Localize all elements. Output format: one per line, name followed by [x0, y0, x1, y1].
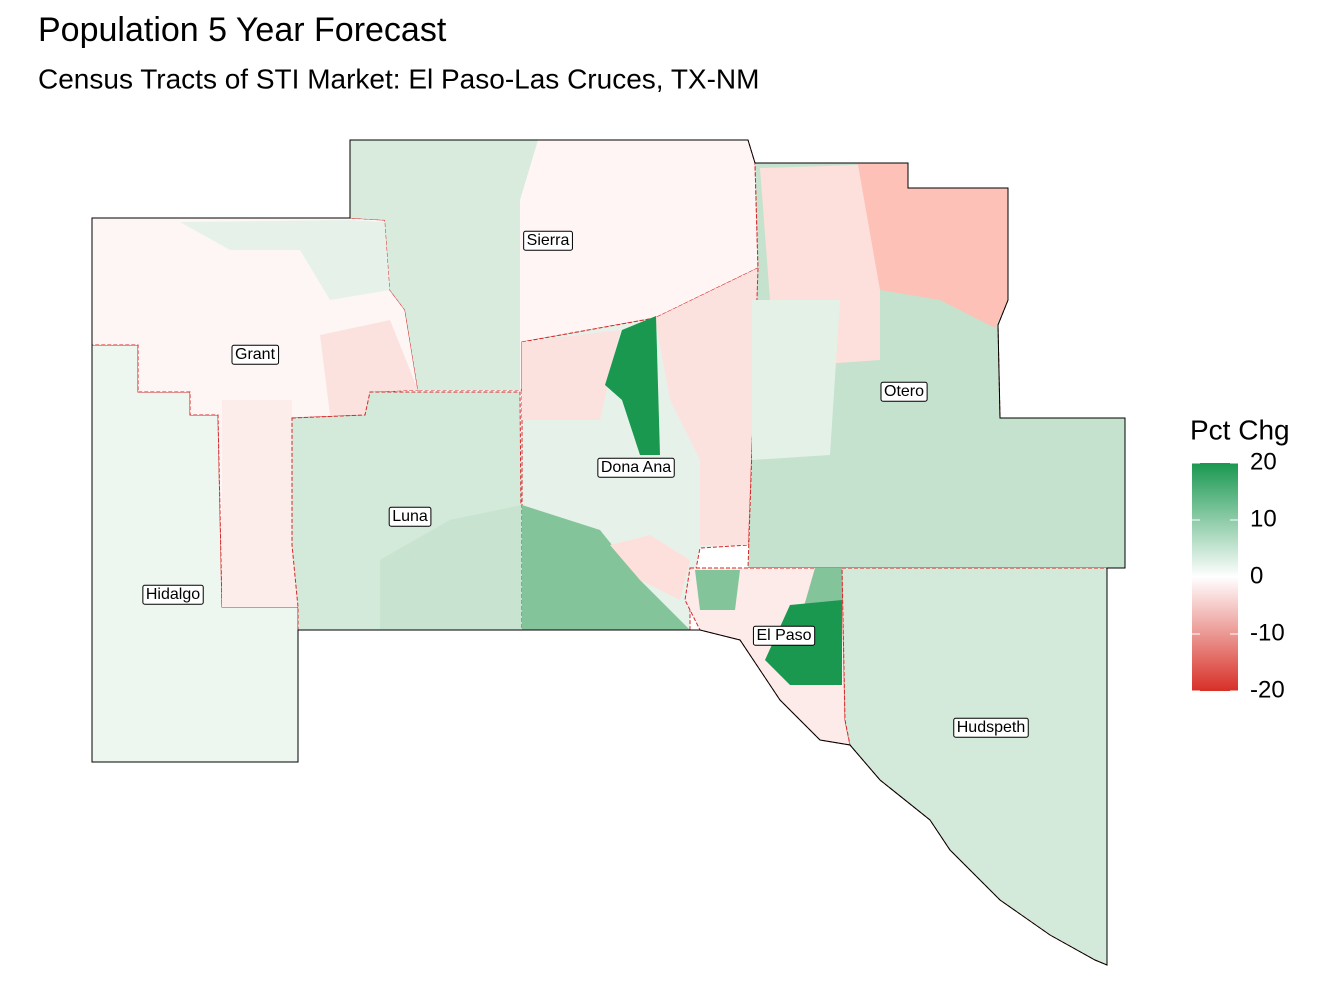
label-box [953, 717, 1029, 738]
dona-ana-tract [605, 316, 660, 455]
dona-ana-tract [522, 505, 690, 630]
grant-tract [222, 400, 298, 607]
title: Population 5 Year Forecast [38, 11, 447, 49]
county-label: El Paso [756, 627, 811, 644]
dona-ana-tract [610, 535, 690, 600]
legend-tick-label: 0 [1250, 562, 1263, 589]
map [91, 139, 1126, 966]
label-box [523, 230, 573, 251]
county-label: Dona Ana [601, 459, 671, 476]
legend-tick-label: -10 [1250, 619, 1285, 646]
sierra-tract [350, 140, 538, 390]
label-box [142, 584, 204, 605]
el-paso-tract [695, 570, 740, 610]
legend: Pct Chg 20 10 0 -10 -20 [1190, 414, 1290, 703]
otero-tract [752, 300, 840, 460]
legend-tick-label: 10 [1250, 505, 1277, 532]
label-box [231, 344, 280, 365]
label-box [597, 457, 675, 478]
county-labels: Sierra Grant Otero Dona Ana Luna Hidalgo… [142, 230, 1029, 738]
county-label: Otero [884, 383, 924, 400]
county-label: Hudspeth [957, 719, 1026, 736]
otero-tract [858, 163, 1008, 328]
legend-tick-label: -20 [1250, 676, 1285, 703]
subtitle: Census Tracts of STI Market: El Paso-Las… [38, 63, 759, 94]
grant-tract [320, 320, 418, 415]
county-label: Hidalgo [146, 586, 200, 603]
dona-ana-tract [655, 268, 758, 545]
otero-tract [760, 165, 880, 365]
grant-tract [180, 220, 390, 300]
outline [91, 139, 1126, 966]
hudspeth [841, 567, 1108, 966]
legend-title: Pct Chg [1190, 414, 1290, 445]
label-box [388, 506, 432, 527]
county-label: Sierra [527, 232, 570, 249]
luna-tract [380, 505, 522, 630]
county-label: Grant [235, 346, 276, 363]
county-label: Luna [392, 508, 428, 525]
legend-tick-label: 20 [1250, 448, 1277, 475]
label-box [880, 381, 928, 402]
label-box [752, 625, 816, 646]
dona-ana-tract [522, 330, 620, 420]
